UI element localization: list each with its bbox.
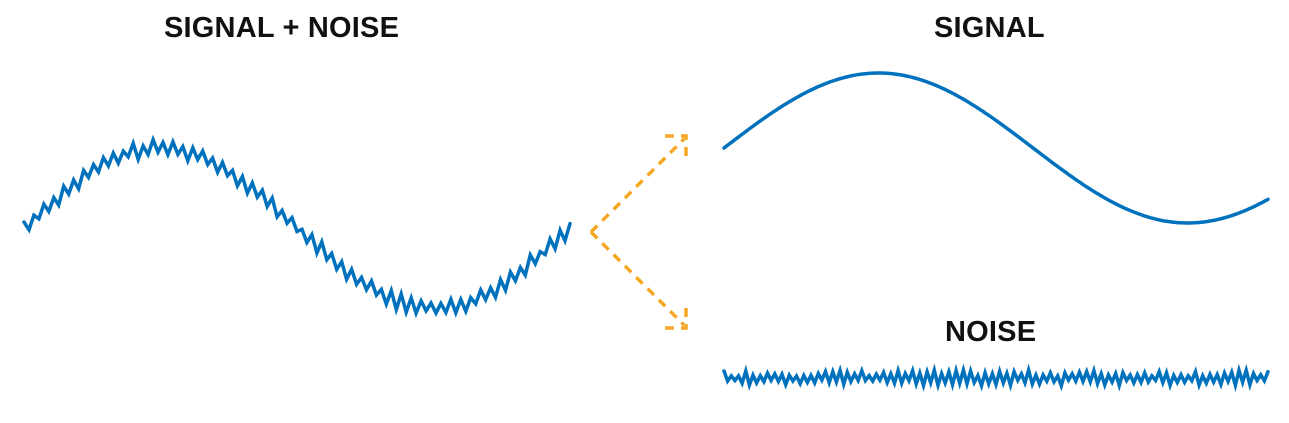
combined-title: SIGNAL + NOISE bbox=[164, 12, 400, 44]
arrow-head-signal-icon bbox=[665, 134, 688, 157]
signal-waveform bbox=[722, 71, 1270, 225]
arrow-to-noise bbox=[589, 230, 686, 327]
arrow-head-noise-icon bbox=[665, 307, 688, 330]
arrow-to-signal bbox=[589, 137, 686, 234]
signal-title: SIGNAL bbox=[934, 12, 1045, 44]
noise-waveform bbox=[722, 363, 1270, 393]
noise-title: NOISE bbox=[945, 316, 1037, 348]
signal-plus-noise-waveform bbox=[22, 134, 572, 319]
split-arrows bbox=[589, 134, 688, 330]
